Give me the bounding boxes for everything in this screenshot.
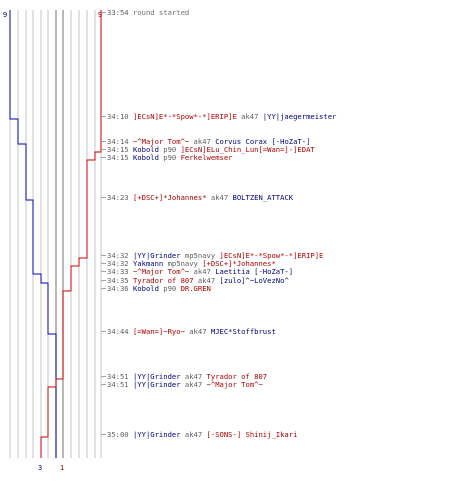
event-weapon: mp5navy xyxy=(163,259,202,268)
event-weapon: p90 xyxy=(159,145,181,154)
event-log: 33:54 round started 34:10 ]ECsN]E*-*Spow*… xyxy=(107,8,337,439)
event-row: 34:10 ]ECsN]E*-*Spow*-*]ERIP]E ak47 |YY|… xyxy=(107,112,337,121)
event-weapon: ak47 xyxy=(189,267,215,276)
event-weapon: mp5navy xyxy=(181,251,220,260)
event-row: 34:36 Kobold p90 DR.GREN xyxy=(107,284,211,293)
event-time: 34:51 xyxy=(107,372,133,381)
event-time: 35:00 xyxy=(107,430,133,439)
event-victim: BOLTZEN_ATTACK xyxy=(233,193,294,202)
event-killer: Kobold xyxy=(133,153,159,162)
blue-team-start-count: 9 xyxy=(3,10,7,19)
event-time: 34:23 xyxy=(107,193,133,202)
event-weapon: ak47 xyxy=(189,137,215,146)
event-time: 34:44 xyxy=(107,327,133,336)
event-killer: [=Wan=]~Ryo~ xyxy=(133,327,186,336)
event-time: 34:33 xyxy=(107,267,133,276)
event-killer: Kobold xyxy=(133,284,159,293)
event-time: 34:14 xyxy=(107,137,133,146)
event-time: 34:32 xyxy=(107,259,133,268)
event-victim: |YY|jaegermeister xyxy=(263,112,337,121)
event-weapon: ak47 xyxy=(207,193,233,202)
event-weapon: ak47 xyxy=(181,430,207,439)
event-killer: |YY|Grinder xyxy=(133,372,181,381)
event-weapon: p90 xyxy=(159,153,181,162)
event-killer: Tyrador of 807 xyxy=(133,276,194,285)
event-row: 34:32 Yakmann mp5navy [+DSC+]*Johannes* xyxy=(107,259,276,268)
event-row: 34:51 |YY|Grinder ak47 Tyrador of 807 xyxy=(107,372,267,381)
event-time: 34:15 xyxy=(107,153,133,162)
red-team-end-count: 1 xyxy=(60,463,64,472)
red-team-start-count: 9 xyxy=(98,10,102,19)
event-victim: Corvus Corax [-HoZaT-] xyxy=(215,137,310,146)
blue-team-alive-trace xyxy=(9,10,57,458)
event-killer: [+DSC+]*Johannes* xyxy=(133,193,207,202)
event-info-text: round started xyxy=(133,8,189,17)
event-row: 35:00 |YY|Grinder ak47 [-SONS-] Shinij_I… xyxy=(107,430,297,439)
event-killer: ~^Major Tom^~ xyxy=(133,267,190,276)
event-weapon: ak47 xyxy=(185,327,211,336)
event-weapon: ak47 xyxy=(194,276,220,285)
event-weapon: ak47 xyxy=(237,112,263,121)
event-row: 33:54 round started xyxy=(107,8,189,17)
event-victim: ]ECsN]E*-*Spow*-*]ERIP]E xyxy=(220,251,324,260)
event-killer: |YY|Grinder xyxy=(133,380,181,389)
event-victim: [zulo]^~LoVezNo^ xyxy=(220,276,290,285)
event-killer: Kobold xyxy=(133,145,159,154)
event-time: 34:36 xyxy=(107,284,133,293)
event-victim: ~^Major Tom^~ xyxy=(207,380,264,389)
event-victim: [+DSC+]*Johannes* xyxy=(202,259,276,268)
event-time: 34:32 xyxy=(107,251,133,260)
event-weapon: ak47 xyxy=(181,380,207,389)
event-victim: MJEC*Stoffbrust xyxy=(211,327,276,336)
event-time: 33:54 xyxy=(107,8,133,17)
event-row: 34:51 |YY|Grinder ak47 ~^Major Tom^~ xyxy=(107,380,263,389)
event-row: 34:15 Kobold p90 Ferkelwemser xyxy=(107,153,233,162)
event-row: 34:44 [=Wan=]~Ryo~ ak47 MJEC*Stoffbrust xyxy=(107,327,276,336)
event-victim: [-SONS-] Shinij_Ikari xyxy=(207,430,298,439)
event-row: 34:14 ~^Major Tom^~ ak47 Corvus Corax [-… xyxy=(107,137,310,146)
event-time: 34:10 xyxy=(107,112,133,121)
event-killer: |YY|Grinder xyxy=(133,430,181,439)
event-row: 34:35 Tyrador of 807 ak47 [zulo]^~LoVezN… xyxy=(107,276,289,285)
event-killer: ~^Major Tom^~ xyxy=(133,137,190,146)
event-time: 34:35 xyxy=(107,276,133,285)
event-victim: DR.GREN xyxy=(181,284,211,293)
event-time: 34:15 xyxy=(107,145,133,154)
red-team-alive-trace xyxy=(40,10,102,458)
event-time: 34:51 xyxy=(107,380,133,389)
blue-team-end-count: 3 xyxy=(38,463,42,472)
player-count-grid xyxy=(9,10,102,458)
team-count-traces xyxy=(9,10,102,458)
event-weapon: p90 xyxy=(159,284,181,293)
event-row: 34:32 |YY|Grinder mp5navy ]ECsN]E*-*Spow… xyxy=(107,251,323,260)
event-victim: Tyrador of 807 xyxy=(207,372,268,381)
event-weapon: ak47 xyxy=(181,372,207,381)
event-killer: ]ECsN]E*-*Spow*-*]ERIP]E xyxy=(133,112,237,121)
event-killer: |YY|Grinder xyxy=(133,251,181,260)
event-ticks xyxy=(101,12,106,435)
event-victim: ]ECsN]ELu_Chin_Lun[=Wan=]-]EDAT xyxy=(181,145,316,154)
event-victim: Laetitia [-HoZaT-] xyxy=(215,267,293,276)
event-killer: Yakmann xyxy=(133,259,163,268)
event-victim: Ferkelwemser xyxy=(181,153,234,162)
event-row: 34:23 [+DSC+]*Johannes* ak47 BOLTZEN_ATT… xyxy=(107,193,294,202)
event-row: 34:15 Kobold p90 ]ECsN]ELu_Chin_Lun[=Wan… xyxy=(107,145,315,154)
event-row: 34:33 ~^Major Tom^~ ak47 Laetitia [-HoZa… xyxy=(107,267,293,276)
